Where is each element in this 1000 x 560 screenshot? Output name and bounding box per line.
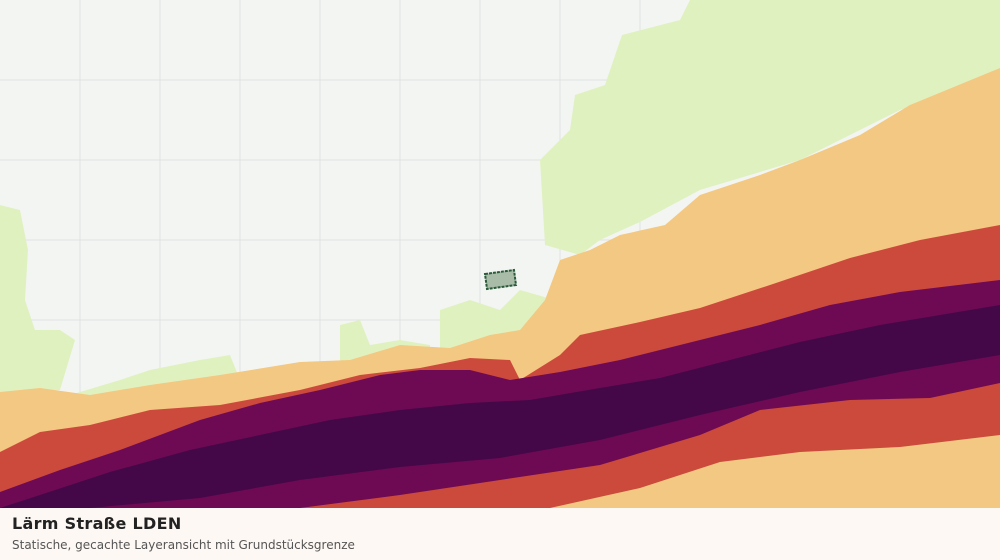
layer-title: Lärm Straße LDEN [12, 514, 182, 533]
noise-map [0, 0, 1000, 508]
layer-subtitle: Statische, gecachte Layeransicht mit Gru… [12, 538, 355, 552]
caption-bar: Lärm Straße LDEN Statische, gecachte Lay… [0, 508, 1000, 560]
noise-zone-55-60-south [550, 435, 1000, 508]
parcel-boundary [483, 268, 518, 291]
